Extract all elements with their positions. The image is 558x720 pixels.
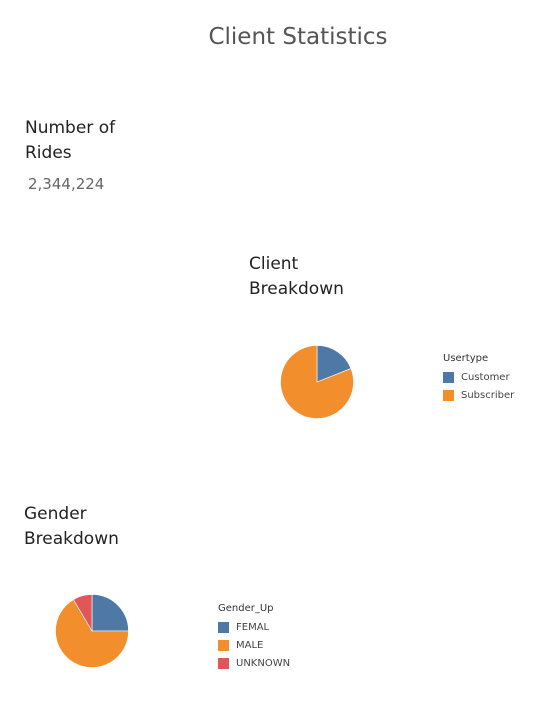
client-legend-item[interactable]: Customer — [443, 368, 514, 386]
client-pie-chart[interactable] — [280, 345, 354, 419]
page-title: Client Statistics — [208, 24, 388, 50]
client-legend-item[interactable]: Subscriber — [443, 386, 514, 404]
gender-pie-chart[interactable] — [55, 594, 129, 668]
kpi-value: 2,344,224 — [28, 175, 105, 193]
gender-legend-item[interactable]: MALE — [218, 636, 290, 654]
gender-legend-item[interactable]: UNKNOWN — [218, 654, 290, 672]
gender-legend-title: Gender_Up — [218, 603, 274, 614]
legend-swatch — [218, 639, 229, 651]
gender-legend: Gender_Up FEMAL MALE UNKNOWN — [218, 603, 290, 672]
legend-swatch — [443, 389, 454, 401]
legend-label: Customer — [461, 371, 510, 383]
legend-swatch — [218, 621, 229, 633]
client-slice-subscriber[interactable] — [280, 345, 354, 419]
kpi-title: Number of Rides — [25, 118, 116, 163]
legend-swatch — [443, 371, 454, 383]
client-slice-customer[interactable] — [316, 345, 352, 383]
gender-slice-femal[interactable] — [91, 594, 129, 632]
legend-label: UNKNOWN — [236, 657, 291, 669]
gender-slice-male[interactable] — [55, 599, 129, 668]
legend-label: MALE — [236, 639, 264, 651]
client-legend-items: Customer Subscriber — [443, 368, 514, 404]
client-legend: Usertype Customer Subscriber — [443, 353, 514, 404]
client-legend-title: Usertype — [443, 353, 489, 364]
gender-breakdown-title: Gender Breakdown — [24, 504, 119, 549]
legend-swatch — [218, 657, 229, 669]
client-breakdown-title: Client Breakdown — [249, 254, 344, 299]
legend-label: Subscriber — [461, 389, 515, 401]
legend-label: FEMAL — [236, 621, 270, 633]
gender-legend-items: FEMAL MALE UNKNOWN — [218, 618, 290, 672]
gender-slice-unknown[interactable] — [73, 594, 93, 633]
gender-legend-item[interactable]: FEMAL — [218, 618, 290, 636]
